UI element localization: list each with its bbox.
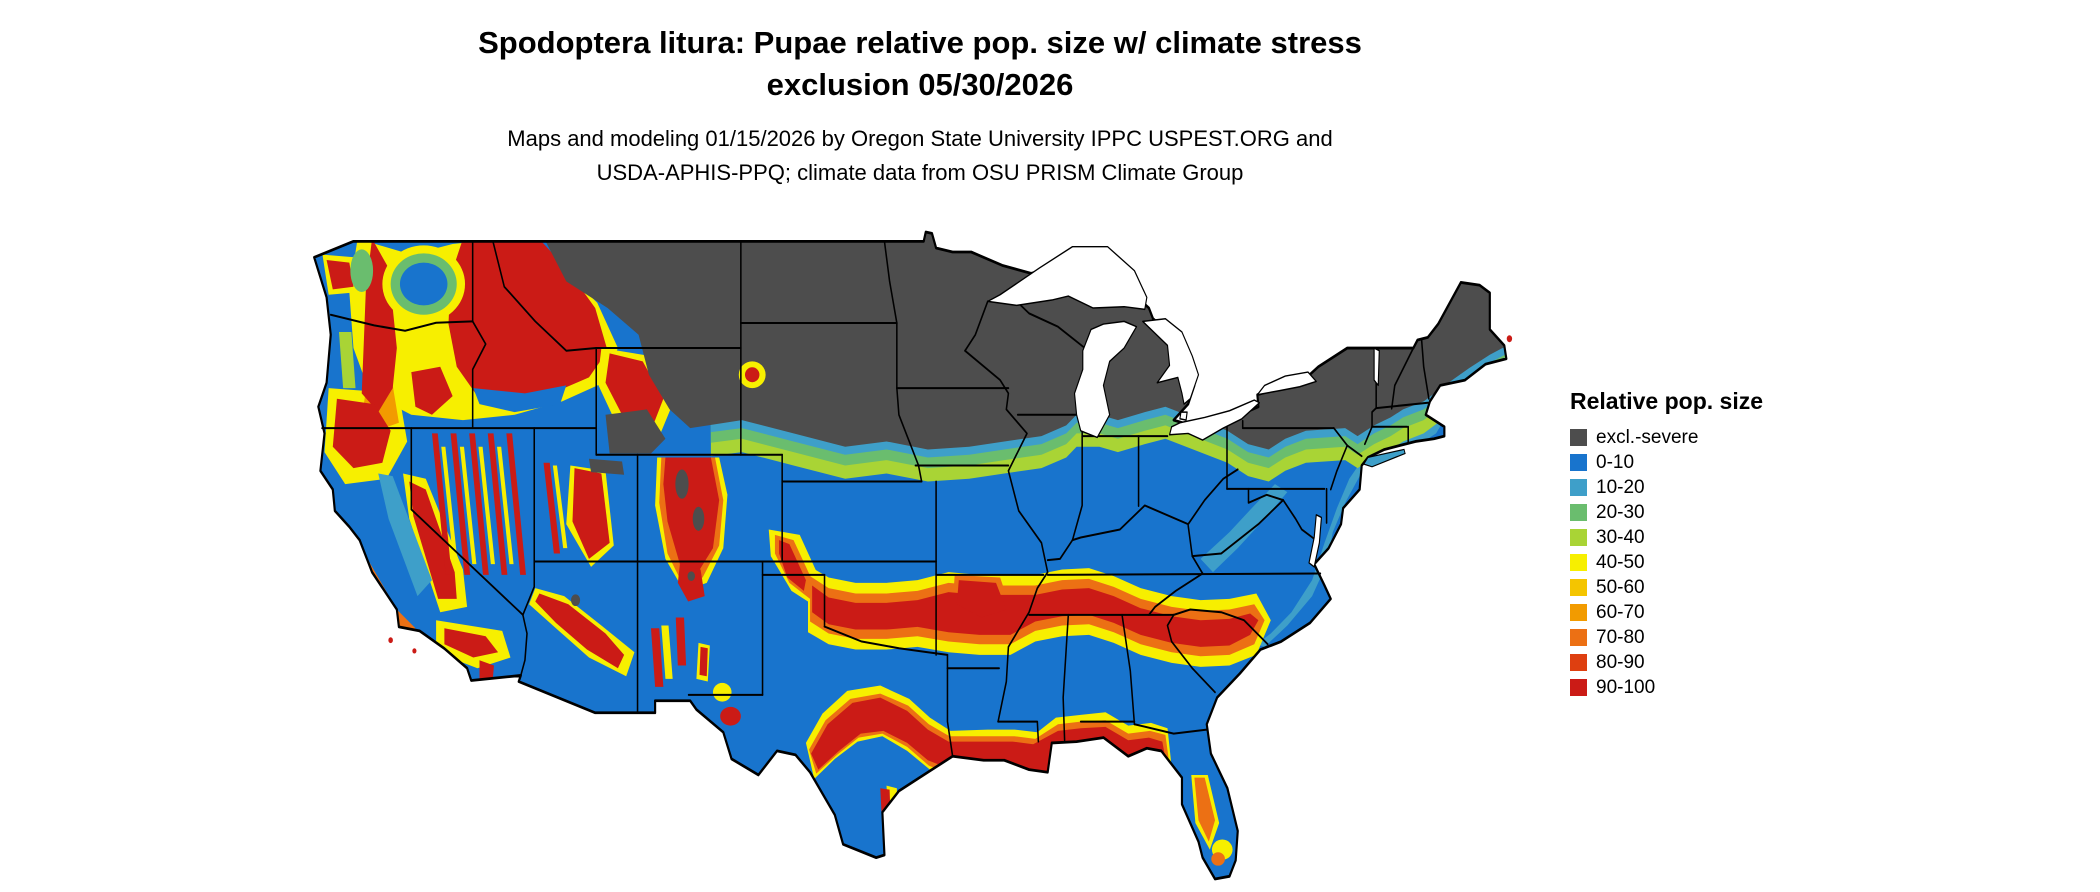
lake-ontario	[1256, 371, 1317, 396]
lake-superior	[987, 245, 1148, 311]
legend-item: 30-40	[1570, 525, 1900, 550]
legend-swatch	[1570, 454, 1587, 471]
legend-item: 90-100	[1570, 675, 1900, 700]
legend-swatch	[1570, 629, 1587, 646]
long-island	[1362, 448, 1406, 468]
channel-island-speck	[388, 637, 393, 644]
legend-label: 90-100	[1596, 677, 1656, 698]
legend-item: 40-50	[1570, 550, 1900, 575]
legend-items: excl.-severe 0-10 10-20 20-30 30-40 40-50 50-6…	[1570, 425, 1900, 700]
map-area	[308, 228, 1527, 892]
legend-item: 80-90	[1570, 650, 1900, 675]
legend-label: 0-10	[1596, 452, 1635, 473]
legend-swatch	[1570, 479, 1587, 496]
legend-item: excl.-severe	[1570, 425, 1900, 450]
legend-item: 70-80	[1570, 625, 1900, 650]
legend: Relative pop. size excl.-severe 0-10 10-20…	[1570, 388, 1900, 700]
offshore-islands	[388, 335, 1513, 654]
legend-label: 10-20	[1596, 477, 1645, 498]
us-conus-map	[313, 230, 1513, 881]
subtitle-line-1: Maps and modeling 01/15/2026 by Oregon S…	[507, 126, 1333, 151]
legend-swatch	[1570, 604, 1587, 621]
title-line-2: exclusion 05/30/2026	[766, 67, 1074, 102]
lake-huron	[1142, 317, 1200, 405]
legend-title: Relative pop. size	[1570, 388, 1764, 414]
legend-swatch	[1570, 679, 1587, 696]
legend-item: 60-70	[1570, 600, 1900, 625]
channel-island-speck	[412, 648, 417, 654]
legend-swatch	[1570, 654, 1587, 671]
lake-champlain	[1373, 347, 1380, 387]
maine-coast-speck	[1506, 335, 1513, 343]
legend-label: 40-50	[1596, 552, 1645, 573]
legend-swatch	[1570, 429, 1587, 446]
chesapeake-bay	[1308, 514, 1322, 568]
lake-erie	[1168, 399, 1261, 441]
legend-label: 60-70	[1596, 602, 1645, 623]
legend-swatch	[1570, 529, 1587, 546]
legend-item: 10-20	[1570, 475, 1900, 500]
legend-item: 0-10	[1570, 450, 1900, 475]
legend-swatch	[1570, 504, 1587, 521]
legend-item: 20-30	[1570, 500, 1900, 525]
figure-title: Spodoptera litura: Pupae relative pop. s…	[0, 22, 1840, 106]
great-lakes	[987, 245, 1380, 568]
state-borders	[321, 240, 1430, 758]
legend-label: 20-30	[1596, 502, 1645, 523]
subtitle-line-2: USDA-APHIS-PPQ; climate data from OSU PR…	[596, 160, 1244, 185]
lake-michigan	[1073, 320, 1138, 439]
title-line-1: Spodoptera litura: Pupae relative pop. s…	[478, 25, 1362, 60]
legend-label: 50-60	[1596, 577, 1645, 598]
figure-subtitle: Maps and modeling 01/15/2026 by Oregon S…	[0, 122, 1840, 190]
legend-label: excl.-severe	[1596, 427, 1699, 448]
lake-st-clair	[1179, 411, 1188, 421]
legend-swatch	[1570, 579, 1587, 596]
legend-label: 80-90	[1596, 652, 1645, 673]
legend-label: 30-40	[1596, 527, 1645, 548]
legend-swatch	[1570, 554, 1587, 571]
risk-surface	[314, 232, 1507, 879]
legend-item: 50-60	[1570, 575, 1900, 600]
legend-label: 70-80	[1596, 627, 1645, 648]
